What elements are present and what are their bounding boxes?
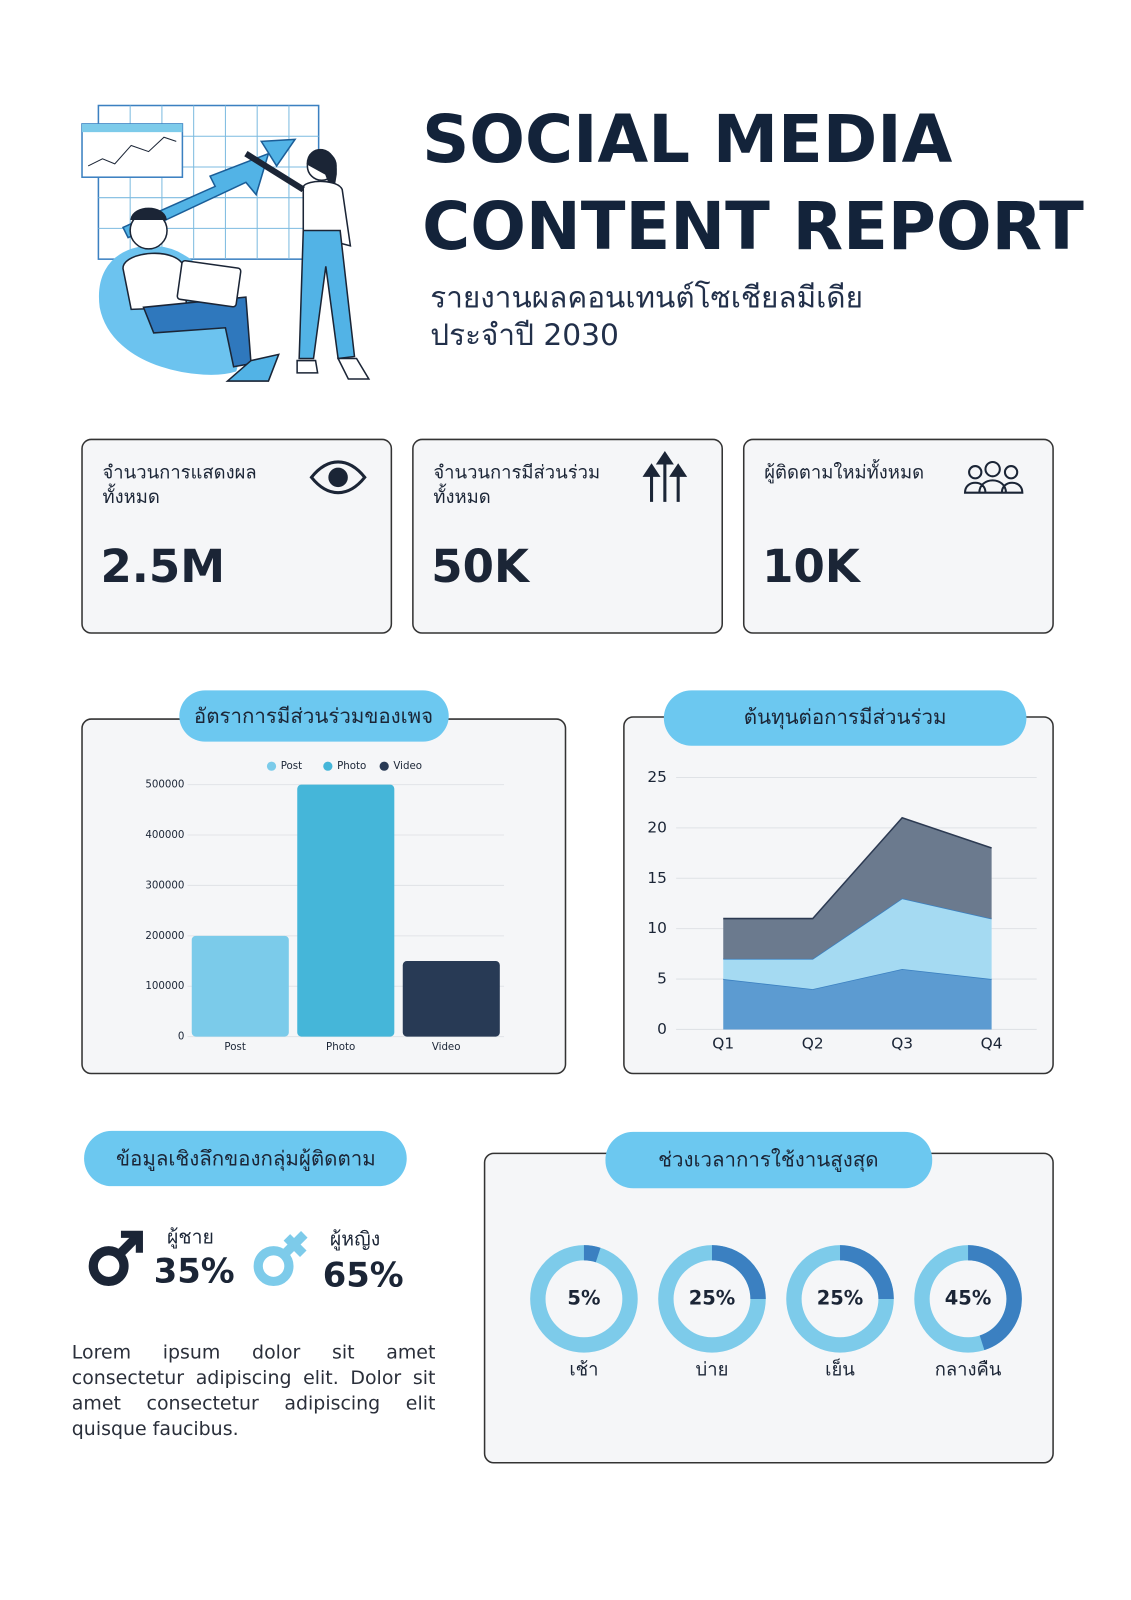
y-tick-label: 100000 xyxy=(145,980,184,992)
subtitle: ประจำปี 2030 xyxy=(430,318,619,353)
title-pill xyxy=(84,1130,407,1187)
paragraph-box: Lorem ipsum dolor sit amet consectetur a… xyxy=(71,1341,436,1441)
kpi-value: 50K xyxy=(431,540,531,593)
y-tick-label: 0 xyxy=(657,1020,667,1038)
area-band xyxy=(723,968,992,1030)
illustration xyxy=(81,104,371,382)
x-tick-label: Q4 xyxy=(981,1034,1003,1052)
donut-arc xyxy=(658,1245,766,1353)
x-tick-label: Post xyxy=(224,1041,245,1053)
kpi-card xyxy=(81,438,393,634)
people-icon xyxy=(963,460,1024,494)
kpi-label: จำนวนการมีส่วนร่วม xyxy=(433,462,600,483)
arrows-icon xyxy=(642,451,688,502)
gender-value: 65% xyxy=(323,1256,404,1295)
donut-arc xyxy=(530,1245,638,1353)
bar xyxy=(402,961,500,1037)
title: CONTENT REPORT xyxy=(422,189,1084,265)
kpi-row: จำนวนการแสดงผลทั้งหมด2.5Mจำนวนการมีส่วนร… xyxy=(81,438,1054,634)
donut-value: 25% xyxy=(817,1286,864,1309)
chart-title: ช่วงเวลาการใช้งานสูงสุด xyxy=(658,1148,878,1173)
y-tick-label: 0 xyxy=(178,1031,185,1043)
donut-label: กลางคืน xyxy=(935,1360,1002,1381)
y-tick-label: 20 xyxy=(647,818,667,836)
kpi-card xyxy=(742,438,1054,634)
kpi-label: ผู้ติดตามใหม่ทั้งหมด xyxy=(764,458,924,483)
x-tick-label: Q2 xyxy=(802,1034,824,1052)
kpi-label: ทั้งหมด xyxy=(103,483,160,508)
legend-swatch xyxy=(323,761,333,771)
x-tick-label: Q1 xyxy=(712,1034,734,1052)
gender-value: 35% xyxy=(154,1251,235,1290)
y-tick-label: 10 xyxy=(647,919,667,937)
y-tick-label: 200000 xyxy=(145,930,184,942)
title: SOCIAL MEDIA xyxy=(422,102,953,178)
y-tick-label: 500000 xyxy=(145,779,184,791)
donut-label: บ่าย xyxy=(696,1360,729,1381)
donut-label: เช้า xyxy=(569,1360,598,1381)
y-tick-label: 15 xyxy=(647,869,667,887)
donut-label: เย็น xyxy=(825,1357,855,1381)
male-icon xyxy=(88,1230,143,1287)
area-band xyxy=(723,817,992,959)
y-tick-label: 25 xyxy=(647,768,667,786)
bar-chart: 0 100000 200000 300000 400000 500000 Post Post P… xyxy=(145,760,505,1053)
kpi-label: ทั้งหมด xyxy=(433,483,490,508)
title-pill xyxy=(663,690,1027,746)
y-tick-label: 300000 xyxy=(145,879,184,891)
legend-label: Post xyxy=(281,760,302,772)
donut-value: 5% xyxy=(567,1286,600,1309)
legend-label: Photo xyxy=(337,760,366,772)
eye-icon xyxy=(309,460,367,495)
donut-value: 45% xyxy=(945,1286,992,1309)
x-tick-label: Video xyxy=(432,1041,461,1053)
legend-swatch xyxy=(266,761,277,771)
donut-row: 5% เช้า 25% บ่าย 25% เย็น 45% กลางคืน xyxy=(530,1245,1022,1381)
title-pill xyxy=(179,690,449,742)
area-chart: 0 5 10 15 20 25 Q1 Q2 Q3 Q4 xyxy=(647,768,1037,1052)
x-tick-label: Q3 xyxy=(891,1034,913,1052)
y-tick-label: 400000 xyxy=(145,829,184,841)
section-title: ข้อมูลเชิงลึกของกลุ่มผู้ติดตาม xyxy=(116,1147,376,1172)
area-edge xyxy=(723,816,992,920)
female-icon xyxy=(253,1231,308,1287)
subtitle: รายงานผลคอนเทนต์โซเชียลมีเดีย xyxy=(430,280,863,315)
legend-label: Video xyxy=(393,760,422,772)
y-tick-label: 5 xyxy=(657,970,667,988)
gender-label: ผู้ชาย xyxy=(167,1226,214,1250)
kpi-label: จำนวนการแสดงผล xyxy=(103,462,257,483)
kpi-card xyxy=(412,438,723,634)
donut-arc xyxy=(786,1245,894,1353)
bar xyxy=(297,784,395,1037)
chart-title: อัตราการมีส่วนร่วมของเพจ xyxy=(194,704,433,728)
area-band xyxy=(723,898,992,990)
paragraph: Lorem ipsum dolor sit amet consectetur a… xyxy=(71,1341,436,1441)
kpi-value: 2.5M xyxy=(100,540,225,593)
donut-value: 25% xyxy=(689,1286,736,1309)
donut-arc xyxy=(914,1245,1022,1353)
kpi-value: 10K xyxy=(762,540,862,593)
x-tick-label: Photo xyxy=(326,1041,355,1053)
title-pill xyxy=(605,1131,933,1189)
chart-title: ต้นทุนต่อการมีส่วนร่วม xyxy=(744,705,947,730)
legend-swatch xyxy=(379,761,389,771)
gender-label: ผู้หญิง xyxy=(330,1228,380,1252)
bar xyxy=(191,935,289,1037)
